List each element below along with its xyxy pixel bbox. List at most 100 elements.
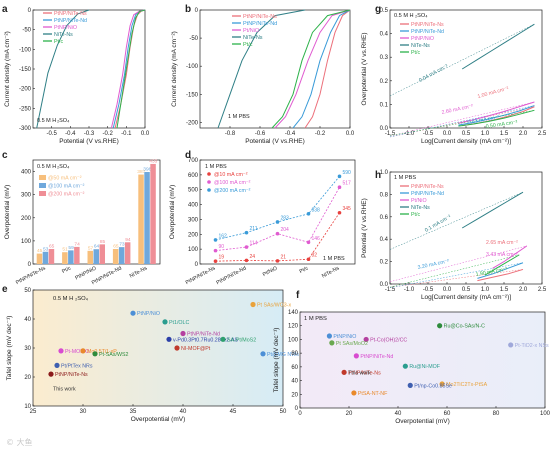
panel-c-legend-swatch	[39, 183, 46, 188]
panel-letter-e: e	[2, 284, 8, 295]
panel-c-bar-label: 387	[137, 169, 145, 175]
panel-e-point-label: PtNP/NiTe-Ns	[55, 372, 88, 378]
panel-f-point	[508, 342, 514, 348]
panel-d-point-label: 21	[281, 254, 287, 260]
panel-f-ytick-label: 20	[291, 392, 298, 398]
panel-f-point-label: PtNP/NiTe-Ns	[348, 370, 381, 376]
panel-c-legend-swatch	[39, 191, 46, 196]
panel-a-ytick-label: -200	[19, 87, 32, 93]
panel-g-legend-label: PtNP/NiO	[411, 36, 434, 42]
panel-c-bar-label: 45	[37, 248, 43, 254]
panel-e-xtick-label: 30	[80, 409, 87, 415]
panel-h-series-line	[477, 262, 524, 279]
panel-b-legend-label: Pt/NiO	[243, 28, 260, 34]
panel-d-legend-label: @200 mA cm⁻²	[214, 188, 251, 194]
panel-d-point-label: 162	[219, 233, 228, 239]
panel-f-point	[439, 381, 445, 387]
panel-d-legend-swatch	[207, 188, 211, 192]
panel-d-category-label: PtNP/NiTe-Ns	[185, 265, 217, 286]
panel-f-annotation: 1 M PBS	[304, 316, 327, 322]
panel-e-point-label: v-Pd0.3Pt0.7Ru0.28Te2-AS	[173, 337, 239, 343]
panel-h-series-line	[484, 254, 520, 276]
panel-d-category-label: Pt/NiO	[262, 265, 279, 278]
panel-letter-f: f	[296, 290, 300, 301]
panel-a-legend-label: Pt/c	[54, 39, 63, 45]
panel-c-bar-label: 74	[74, 241, 80, 247]
panel-d-ytick-label: 600	[188, 173, 199, 179]
panel-e-ytick-label: 20	[24, 375, 31, 381]
panel-e-point-label: PtNP/NiTe-Nd	[187, 332, 220, 338]
panel-d-point-label: 114	[250, 241, 258, 247]
panel-d-point-label: 283	[281, 215, 290, 221]
panel-a-series-line	[36, 9, 90, 129]
panel-b-ylabel: Current density (mA cm⁻²)	[171, 31, 178, 107]
panel-g-tafel-label: 0.50 mA cm⁻²	[485, 120, 518, 130]
panel-g-fit-line	[389, 110, 535, 136]
panel-g-ytick-label: 0.2	[380, 79, 389, 85]
panel-d-point	[306, 257, 311, 262]
panel-e-point	[80, 348, 86, 354]
panel-letter-g: g	[375, 4, 381, 15]
panel-c-bar	[62, 252, 68, 264]
panel-b-xlabel: Potential (V vs.RHE)	[245, 138, 305, 145]
panel-a-series-line	[110, 9, 146, 129]
panel-g-legend-label: PtNP/NiTe-Ns	[411, 22, 444, 28]
panel-g-xtick-label: 0.0	[443, 131, 452, 137]
panel-h-ytick-label: 0.8	[380, 192, 389, 198]
panel-d-legend-label: @10 mA cm⁻²	[214, 172, 248, 178]
panel-c-bar-label: 64	[94, 244, 100, 250]
panel-f-frame	[299, 311, 546, 409]
panel-d-point-label: 204	[281, 227, 290, 233]
panel-c-bar-label: 51	[62, 247, 68, 253]
panel-e-point-label: Pt-MOF-O	[65, 349, 89, 355]
panel-e-point-label: This work	[53, 387, 76, 393]
panel-c-category-label: Pt/c	[61, 265, 72, 275]
panel-c-ytick-label: 100	[21, 239, 32, 245]
panel-c-bar	[48, 248, 55, 264]
panel-g-xtick-label: -0.5	[423, 131, 434, 137]
panel-d-point	[244, 258, 249, 263]
panel-a-legend-label: PtNP/NiO	[54, 25, 77, 31]
panel-e-point	[130, 310, 136, 316]
panel-a-ytick-label: -50	[22, 28, 31, 34]
panel-a-xtick-label: -0.4	[65, 131, 76, 137]
panel-f-point-label: PtNP/NiO	[333, 334, 356, 340]
panel-b-frame	[199, 9, 351, 129]
panel-e-point	[162, 319, 168, 325]
panel-e-background	[33, 290, 283, 406]
panel-d-legend-swatch	[207, 172, 211, 176]
panel-h-tafel-label: 0.1 mA cm⁻²	[424, 214, 452, 234]
panel-c-bar-label: 94	[125, 237, 131, 243]
panel-b-legend-label: PtNP/NiTe-Ns	[243, 14, 277, 20]
panel-g-series-line	[458, 109, 535, 127]
panel-b-legend-label: Pt/c	[243, 42, 253, 48]
panel-c-bar-label: 398	[143, 167, 151, 173]
panel-c-bar-label: 65	[113, 243, 119, 249]
panel-c-bar	[112, 248, 119, 264]
panel-d-point	[275, 220, 280, 224]
panel-c-bar-label: 65	[49, 243, 55, 249]
panel-c-bar-label: 53	[43, 246, 49, 252]
panel-f-point	[363, 336, 369, 343]
panel-h-ytick-label: 0.4	[380, 237, 389, 243]
panel-c-bar-label: 59	[68, 245, 74, 251]
panel-b-xtick-label: -0.4	[285, 131, 296, 137]
panel-f-ytick-label: 120	[288, 324, 299, 330]
panel-d-point-label: 211	[250, 226, 258, 232]
panel-d-point-label: 24	[250, 254, 256, 260]
panel-h-tafel-label: 3.43 mA cm⁻²	[486, 252, 518, 258]
panel-g-fit-line	[389, 105, 535, 138]
panel-b-legend-label: PtNP/NiTe-Nd	[243, 21, 277, 27]
panel-g-xtick-label: 1.0	[481, 131, 490, 137]
panel-c-bar	[74, 246, 80, 264]
panel-e-annotation: ₂SO₄	[75, 296, 89, 302]
panel-d-annotation: 1 M PBS	[205, 164, 227, 170]
panel-e-point-label: NI-MOF@Pt	[181, 346, 211, 352]
panel-e-point-label: Pt/PtTex NRs	[61, 363, 93, 369]
panel-f-point-label: Ru@Ni-MOF	[409, 364, 440, 370]
panel-c-bar	[124, 242, 131, 264]
panel-d-category-label: Pt/c	[299, 265, 310, 275]
panel-g-annotation: ₂SO₄	[415, 13, 428, 19]
panel-d-ytick-label: 100	[188, 247, 199, 253]
panel-g-tafel-label: 2.60 mA cm⁻²	[441, 103, 474, 116]
